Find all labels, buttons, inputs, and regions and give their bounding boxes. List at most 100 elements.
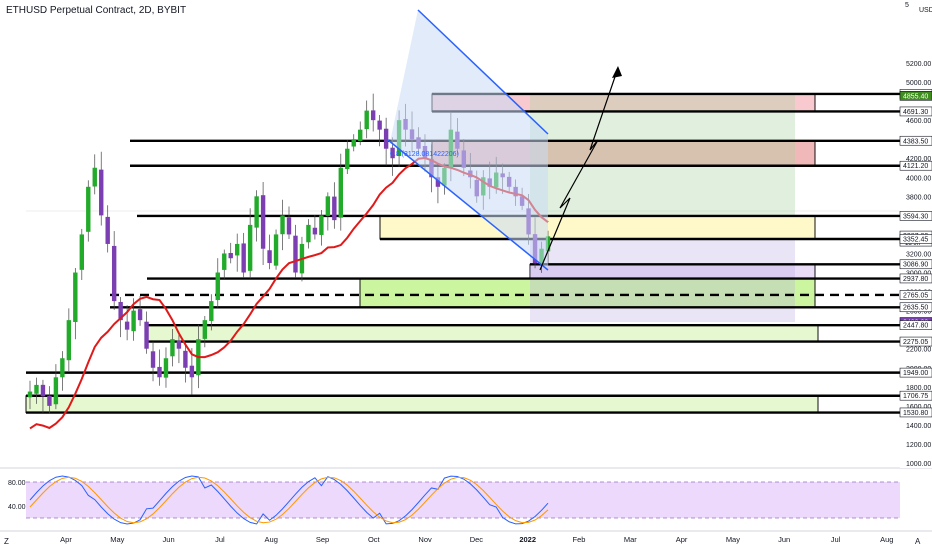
price-tick-label: 3200.00: [906, 251, 931, 258]
time-tick-label: 2022: [519, 535, 536, 544]
level-label-text: 3086.90: [903, 262, 928, 269]
candle-body: [351, 139, 356, 147]
level-label-box[interactable]: [899, 407, 932, 418]
corner-left-label[interactable]: Z: [4, 537, 9, 546]
price-tick-label: 5200.00: [906, 61, 931, 68]
price-tick-label: 1600.00: [906, 404, 931, 411]
candle-body: [319, 215, 324, 235]
candle-body: [66, 320, 72, 361]
fib-label: 0.8 (3128.081422206): [390, 151, 459, 158]
candle-body: [99, 169, 104, 216]
channel-upper-line[interactable]: [417, 9, 549, 135]
projection-profit-zone: [530, 93, 795, 216]
candle-body: [247, 224, 253, 271]
candle-body: [53, 377, 59, 405]
level-label-text: 2447.80: [903, 323, 928, 330]
time-tick-label: Jul: [215, 535, 225, 544]
projection-path[interactable]: [539, 67, 619, 271]
projection-arrowhead: [612, 66, 622, 78]
price-tick-label: 1400.00: [906, 423, 931, 430]
time-tick-label: May: [726, 535, 740, 544]
level-label-box[interactable]: [899, 302, 932, 313]
time-tick-label: Aug: [265, 535, 278, 544]
candle-body: [267, 250, 272, 263]
candle-body: [241, 243, 246, 273]
level-label-box[interactable]: [899, 160, 932, 171]
level-label-text: 2765.05: [903, 292, 928, 299]
zone-box: [25, 395, 819, 414]
level-label-box[interactable]: [899, 211, 932, 221]
candle-body: [228, 252, 233, 259]
candle-body: [306, 224, 311, 243]
level-label-box[interactable]: [899, 106, 932, 117]
time-tick-label: Jun: [778, 535, 790, 544]
projection-loss-zone: [530, 238, 795, 323]
candle-body: [34, 384, 39, 394]
corner-right-label[interactable]: A: [915, 537, 921, 546]
channel-lower-line[interactable]: [387, 139, 549, 271]
level-label-box[interactable]: [899, 234, 932, 244]
channel-fill: [390, 10, 548, 270]
candle-body: [176, 340, 182, 349]
level-label-box[interactable]: [899, 91, 932, 101]
candle-body: [79, 234, 84, 270]
level-label-sub: 1d 9h: [905, 241, 920, 247]
level-label-box[interactable]: [899, 273, 932, 284]
candle-body: [383, 128, 389, 149]
level-label-text: 4121.20: [903, 163, 928, 170]
candle-body: [105, 216, 110, 244]
candle-body: [60, 358, 65, 378]
zone-box: [144, 324, 819, 343]
candle-body: [332, 196, 337, 221]
candle-body: [157, 366, 162, 378]
time-tick-label: Jun: [163, 535, 175, 544]
candle-body: [435, 177, 441, 187]
candle-body: [124, 321, 130, 330]
time-tick-label: Mar: [624, 535, 637, 544]
currency-label: USD: [919, 7, 932, 14]
candle-body: [47, 395, 52, 406]
candle-body: [202, 320, 208, 339]
zone-box: [359, 278, 816, 308]
candle-body: [118, 301, 123, 321]
stoch-d-line: [29, 476, 549, 524]
zone-box: [379, 215, 816, 240]
level-label-text: 1949.00: [903, 370, 928, 377]
price-tick-label: 1200.00: [906, 442, 931, 449]
time-tick-label: Dec: [470, 535, 484, 544]
time-tick-label: Jul: [831, 535, 841, 544]
level-labels: 4875.004855.404691.304383.504121.203594.…: [899, 89, 932, 418]
level-label-box[interactable]: [899, 290, 932, 300]
level-label-box[interactable]: [899, 320, 932, 330]
time-tick-label: Nov: [418, 535, 432, 544]
candle-body: [286, 217, 292, 235]
level-label-text: 4855.40: [903, 93, 928, 100]
price-tick-label: 2600.00: [906, 309, 931, 316]
level-label-text: 2635.50: [903, 305, 928, 312]
candle-body: [325, 196, 331, 216]
oscillator-pane: 80.00 40.00: [8, 475, 900, 525]
level-label-text: 4691.30: [903, 109, 928, 116]
candle-body: [370, 110, 376, 121]
time-tick-label: Sep: [316, 535, 329, 544]
time-tick-label: May: [110, 535, 124, 544]
level-label-box[interactable]: [899, 259, 932, 270]
time-tick-label: Oct: [368, 535, 381, 544]
price-tick-label: 1800.00: [906, 385, 931, 392]
candle-body: [390, 147, 395, 159]
time-tick-label: Apr: [676, 535, 688, 544]
level-label-box[interactable]: [899, 367, 932, 378]
level-label-box[interactable]: [899, 336, 932, 347]
candle-body: [150, 351, 156, 368]
candle-body: [260, 195, 266, 249]
candle-body: [92, 167, 97, 187]
candle-body: [163, 358, 169, 378]
candle-body: [144, 321, 149, 349]
level-label-box[interactable]: [899, 390, 932, 401]
level-label-box[interactable]: [899, 135, 932, 146]
candle-body: [131, 310, 136, 332]
level-label-text: 1530.80: [903, 410, 928, 417]
candle-body: [189, 365, 195, 378]
candle-body: [215, 272, 220, 301]
